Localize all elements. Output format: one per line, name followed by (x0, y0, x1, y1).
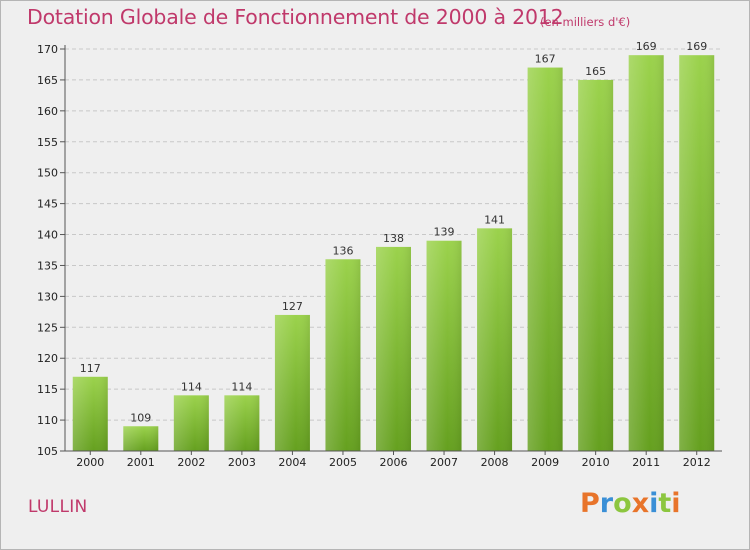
x-tick-label: 2005 (329, 456, 357, 469)
chart-subtitle: (en milliers d'€) (540, 15, 631, 29)
bars (72, 55, 715, 452)
bar-highlight (325, 259, 361, 451)
x-tick-label: 2007 (430, 456, 458, 469)
bar-value-label: 139 (434, 226, 455, 239)
y-tick-label: 130 (37, 290, 58, 303)
bar-value-label: 169 (636, 40, 657, 53)
x-tick-label: 2003 (228, 456, 256, 469)
bar-highlight (224, 395, 260, 451)
x-tick-label: 2009 (531, 456, 559, 469)
bar-highlight (123, 426, 159, 451)
bar-value-label: 141 (484, 213, 505, 226)
y-tick-label: 115 (37, 383, 58, 396)
bar-highlight (376, 246, 411, 451)
x-tick-label: 2010 (582, 456, 610, 469)
x-tick-label: 2008 (481, 456, 509, 469)
bar-highlight (477, 228, 513, 451)
y-tick-label: 155 (37, 136, 58, 149)
y-tick-label: 110 (37, 414, 58, 427)
bar-highlight (173, 395, 209, 451)
logo-letter: i (649, 488, 659, 519)
logo-letter: x (631, 488, 650, 519)
y-tick-label: 160 (37, 105, 58, 118)
bar-highlight (274, 314, 310, 451)
x-tick-label: 2011 (632, 456, 660, 469)
bar-highlight (578, 79, 614, 451)
bar-highlight (426, 240, 462, 451)
bar-highlight (72, 376, 108, 451)
y-tick-label: 140 (37, 229, 58, 242)
y-tick-label: 135 (37, 259, 58, 272)
logo-letter: o (613, 488, 632, 519)
bar-highlight (628, 55, 664, 451)
bar-labels: 117 109 114 114 127 136 138 139 141 167 165 169 169 (80, 40, 707, 424)
y-tick-label: 120 (37, 352, 58, 365)
x-tick-label: 2002 (177, 456, 205, 469)
bar-highlight (527, 67, 563, 452)
y-tick-label: 145 (37, 198, 58, 211)
y-tick-label: 170 (37, 43, 58, 56)
logo-letter: P (580, 488, 600, 519)
bar-value-label: 138 (383, 232, 404, 245)
x-tick-label: 2000 (76, 456, 104, 469)
bar-value-label: 167 (535, 53, 556, 66)
bar-value-label: 127 (282, 300, 303, 313)
bar-value-label: 109 (130, 411, 151, 424)
logo-letter: i (671, 488, 681, 519)
chart-title: Dotation Globale de Fonctionnement de 20… (27, 5, 564, 29)
y-tick-label: 150 (37, 167, 58, 180)
x-tick-label: 2001 (127, 456, 155, 469)
bar-value-label: 114 (231, 380, 252, 393)
y-tick-label: 165 (37, 74, 58, 87)
bar-value-label: 165 (585, 65, 606, 78)
bar-value-label: 117 (80, 362, 101, 375)
bar-value-label: 169 (686, 40, 707, 53)
bar-value-label: 136 (332, 244, 353, 257)
y-tick-label: 125 (37, 321, 58, 334)
proxiti-logo[interactable]: Proxiti (580, 488, 681, 519)
bar-highlight (679, 55, 715, 451)
bar-value-label: 114 (181, 380, 202, 393)
y-tick-label: 105 (37, 445, 58, 458)
axes: 1051101151201251301351401451501551601651… (37, 43, 722, 469)
logo-letter: t (658, 488, 672, 519)
x-tick-label: 2004 (278, 456, 306, 469)
commune-name: LULLIN (28, 497, 88, 517)
x-tick-label: 2012 (683, 456, 711, 469)
x-tick-label: 2006 (380, 456, 408, 469)
logo-letter: r (599, 488, 614, 519)
